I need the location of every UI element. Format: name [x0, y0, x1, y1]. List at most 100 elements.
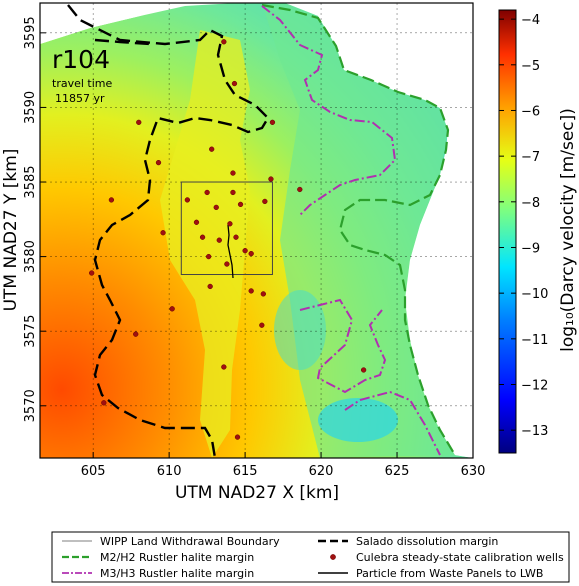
no-data-region — [318, 3, 473, 458]
calibration-well — [89, 270, 95, 276]
calibration-well — [224, 261, 230, 267]
calibration-well — [269, 119, 276, 125]
legend-item: Particle from Waste Panels to LWB — [318, 567, 543, 580]
calibration-well — [260, 291, 266, 297]
calibration-well — [193, 219, 200, 225]
y-tick-label: 3570 — [23, 389, 38, 422]
colorbar-tick-label: −6 — [521, 104, 540, 119]
velocity-low-zone — [274, 290, 326, 370]
x-tick-label: 615 — [233, 464, 258, 479]
legend-item: Salado dissolution margin — [318, 535, 498, 548]
colorbar-tick-label: −11 — [521, 333, 548, 348]
calibration-wells — [89, 39, 367, 440]
legend: WIPP Land Withdrawal Boundary Salado diss… — [62, 535, 564, 580]
salado-dissolution-margin — [67, 4, 270, 458]
legend-item: Culebra steady-state calibration wells — [330, 551, 564, 564]
calibration-well — [221, 364, 227, 370]
legend-swatch — [330, 554, 336, 560]
colorbar-tick-label: −7 — [521, 150, 540, 165]
legend-label: Particle from Waste Panels to LWB — [356, 567, 543, 580]
legend-label: WIPP Land Withdrawal Boundary — [100, 535, 280, 548]
calibration-well — [262, 198, 268, 205]
calibration-well — [234, 434, 241, 440]
colorbar-ticks: −4 −5 −6 −7 −8 −9 −10 −11 −12 −13 — [499, 13, 548, 439]
legend-box — [51, 531, 570, 583]
x-tick-label: 625 — [385, 464, 410, 479]
calibration-well — [268, 176, 274, 182]
x-tick-label: 605 — [81, 464, 106, 479]
calibration-well — [248, 250, 254, 257]
calibration-well — [207, 283, 213, 290]
colorbar-tick-label: −13 — [521, 424, 548, 439]
calibration-well — [231, 80, 238, 87]
y-tick-label: 3585 — [23, 165, 38, 198]
y-tick-label: 3575 — [23, 315, 38, 348]
calibration-well — [216, 237, 222, 243]
colorbar-tick-label: −10 — [521, 287, 548, 302]
calibration-well — [230, 189, 236, 196]
wipp-land-withdrawal-boundary — [180, 181, 273, 276]
calibration-well — [204, 189, 210, 196]
m2-h2-rustler-halite-margin — [261, 3, 456, 456]
colorbar-tick-label: −9 — [521, 241, 540, 256]
m3-h3-rustler-halite-margin — [261, 5, 397, 216]
calibration-well — [233, 234, 239, 240]
y-tick-label: 3590 — [23, 91, 38, 124]
calibration-well — [237, 201, 244, 208]
x-tick-label: 610 — [157, 464, 182, 479]
calibration-well — [221, 39, 227, 45]
legend-label: M2/H2 Rustler halite margin — [100, 551, 254, 564]
calibration-well — [248, 288, 254, 294]
travel-time-label: travel time — [52, 77, 112, 90]
plot-frame — [39, 2, 474, 459]
m3-h3-rustler-halite-margin — [299, 298, 387, 394]
calibration-well — [184, 197, 191, 203]
colorbar-tick-label: −8 — [521, 196, 540, 211]
calibration-well — [360, 367, 367, 373]
calibration-well — [297, 186, 303, 193]
legend-label: Salado dissolution margin — [356, 535, 498, 548]
calibration-well — [136, 119, 142, 125]
calibration-well — [259, 322, 265, 328]
x-axis-ticks: 605 610 615 620 625 630 — [81, 452, 486, 479]
legend-label: M3/H3 Rustler halite margin — [100, 567, 254, 580]
calibration-well — [209, 146, 215, 152]
calibration-well — [169, 306, 175, 312]
calibration-well — [133, 331, 139, 337]
no-data-region — [40, 3, 185, 44]
particle-path — [227, 224, 234, 279]
x-tick-label: 630 — [461, 464, 486, 479]
x-axis-label: UTM NAD27 X [km] — [175, 483, 339, 503]
colorbar-tick-label: −12 — [521, 378, 548, 393]
velocity-channel — [160, 30, 250, 458]
calibration-well — [227, 221, 233, 227]
calibration-well — [205, 253, 212, 260]
calibration-well — [108, 197, 115, 203]
y-tick-label: 3580 — [23, 240, 38, 273]
calibration-well — [230, 170, 236, 176]
y-tick-label: 3595 — [23, 16, 38, 49]
x-tick-label: 620 — [309, 464, 334, 479]
colorbar-tick-label: −4 — [521, 13, 540, 28]
legend-item: WIPP Land Withdrawal Boundary — [62, 535, 280, 548]
legend-item: M2/H2 Rustler halite margin — [62, 551, 254, 564]
y-axis-label: UTM NAD27 Y [km] — [1, 149, 21, 312]
velocity-low-zone — [318, 398, 398, 442]
calibration-well — [213, 204, 219, 211]
calibration-well — [242, 247, 248, 254]
colorbar — [498, 9, 517, 454]
salado-dissolution-margin — [94, 38, 151, 46]
travel-time-value: 11857 yr — [55, 92, 105, 105]
legend-label: Culebra steady-state calibration wells — [356, 551, 564, 564]
y-axis-ticks: 3570 3575 3580 3585 3590 3595 — [23, 16, 46, 422]
calibration-well — [160, 230, 166, 236]
calibration-well — [199, 234, 206, 240]
m3-h3-rustler-halite-margin — [344, 390, 441, 456]
realization-label: r104 — [52, 45, 110, 74]
colorbar-label: log₁₀(Darcy velocity [m/sec]) — [558, 108, 578, 352]
calibration-well — [155, 159, 162, 166]
legend-item: M3/H3 Rustler halite margin — [62, 567, 254, 580]
colorbar-tick-label: −5 — [521, 59, 540, 74]
map-plot-area: r104 travel time 11857 yr — [40, 3, 473, 458]
